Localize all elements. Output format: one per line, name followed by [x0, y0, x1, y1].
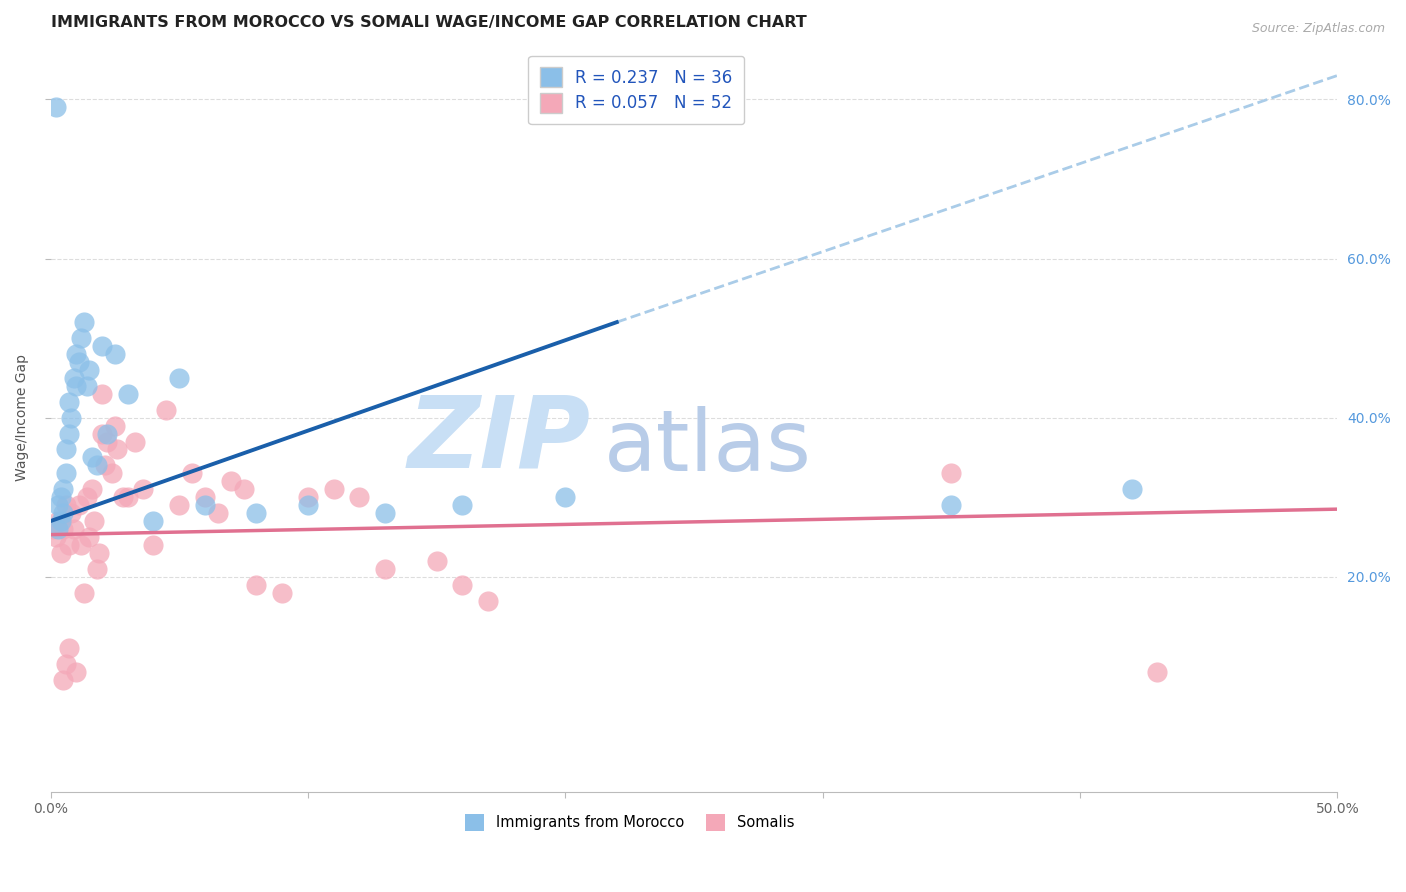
Point: [207, 506, 229, 520]
Point: [426, 554, 449, 568]
Point: [65, 665, 87, 680]
Point: [107, 442, 129, 457]
Point: [55, 442, 77, 457]
Point: [117, 490, 139, 504]
Point: [1146, 665, 1168, 680]
Text: ZIP: ZIP: [408, 392, 591, 489]
Point: [91, 426, 114, 441]
Legend: Immigrants from Morocco, Somalis: Immigrants from Morocco, Somalis: [460, 808, 800, 837]
Point: [322, 482, 344, 496]
Point: [181, 467, 204, 481]
Point: [83, 514, 105, 528]
Point: [167, 498, 190, 512]
Point: [1121, 482, 1143, 496]
Point: [52, 506, 75, 520]
Point: [96, 426, 118, 441]
Point: [155, 402, 177, 417]
Point: [142, 538, 165, 552]
Text: Source: ZipAtlas.com: Source: ZipAtlas.com: [1251, 22, 1385, 36]
Point: [73, 315, 96, 329]
Point: [941, 498, 963, 512]
Point: [62, 522, 84, 536]
Point: [62, 371, 84, 385]
Point: [55, 467, 77, 481]
Point: [86, 458, 108, 473]
Point: [46, 522, 69, 536]
Point: [80, 450, 103, 465]
Point: [349, 490, 371, 504]
Point: [55, 657, 77, 672]
Point: [60, 506, 83, 520]
Point: [45, 530, 67, 544]
Point: [104, 418, 127, 433]
Point: [58, 394, 80, 409]
Point: [477, 593, 499, 607]
Text: IMMIGRANTS FROM MOROCCO VS SOMALI WAGE/INCOME GAP CORRELATION CHART: IMMIGRANTS FROM MOROCCO VS SOMALI WAGE/I…: [51, 15, 806, 30]
Point: [101, 467, 124, 481]
Point: [451, 578, 474, 592]
Point: [52, 482, 75, 496]
Point: [91, 339, 114, 353]
Point: [58, 538, 80, 552]
Point: [89, 546, 111, 560]
Point: [73, 585, 96, 599]
Point: [219, 475, 242, 489]
Point: [111, 490, 134, 504]
Point: [132, 482, 155, 496]
Point: [46, 498, 69, 512]
Point: [86, 562, 108, 576]
Point: [374, 562, 396, 576]
Point: [52, 522, 75, 536]
Point: [46, 514, 69, 528]
Point: [374, 506, 396, 520]
Point: [70, 331, 93, 345]
Point: [96, 434, 118, 449]
Point: [93, 458, 115, 473]
Point: [271, 585, 294, 599]
Point: [297, 490, 319, 504]
Point: [124, 434, 146, 449]
Point: [58, 426, 80, 441]
Point: [70, 538, 93, 552]
Point: [49, 546, 72, 560]
Point: [77, 530, 100, 544]
Point: [232, 482, 254, 496]
Point: [76, 490, 98, 504]
Point: [104, 347, 127, 361]
Point: [167, 371, 190, 385]
Point: [117, 386, 139, 401]
Point: [76, 379, 98, 393]
Text: atlas: atlas: [605, 406, 811, 489]
Y-axis label: Wage/Income Gap: Wage/Income Gap: [15, 354, 30, 481]
Point: [49, 490, 72, 504]
Point: [60, 410, 83, 425]
Point: [941, 467, 963, 481]
Point: [194, 490, 217, 504]
Point: [194, 498, 217, 512]
Point: [45, 100, 67, 114]
Point: [58, 641, 80, 656]
Point: [297, 498, 319, 512]
Point: [245, 506, 267, 520]
Point: [65, 347, 87, 361]
Point: [142, 514, 165, 528]
Point: [52, 673, 75, 688]
Point: [67, 355, 90, 369]
Point: [77, 363, 100, 377]
Point: [42, 522, 65, 536]
Point: [554, 490, 576, 504]
Point: [80, 482, 103, 496]
Point: [49, 514, 72, 528]
Point: [55, 498, 77, 512]
Point: [451, 498, 474, 512]
Point: [245, 578, 267, 592]
Point: [91, 386, 114, 401]
Point: [67, 498, 90, 512]
Point: [65, 379, 87, 393]
